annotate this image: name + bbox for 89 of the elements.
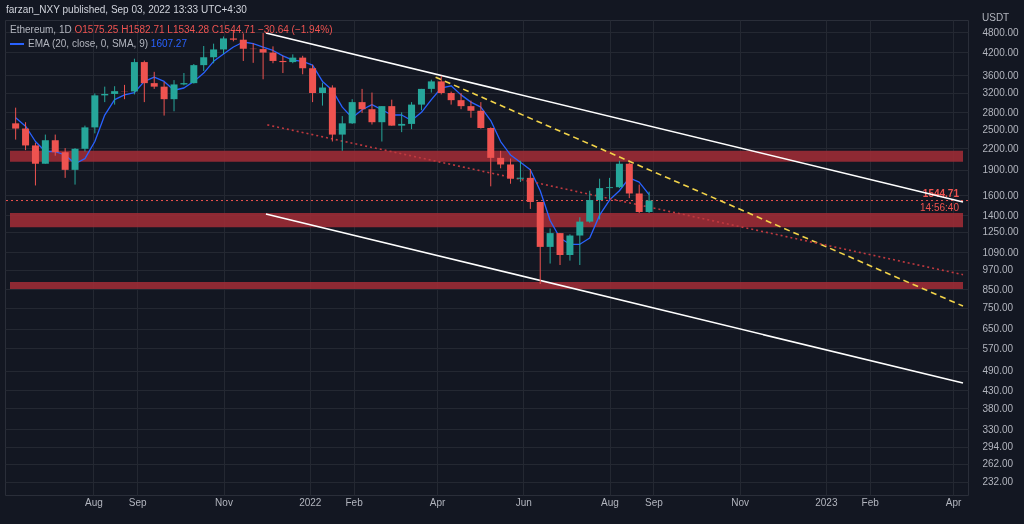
candlestick xyxy=(140,60,148,103)
x-tick-label: Aug xyxy=(601,496,619,508)
y-tick-label: 430.00 xyxy=(982,384,1014,396)
candlestick xyxy=(408,101,416,130)
candlestick xyxy=(318,82,326,107)
x-tick-label: 2023 xyxy=(815,496,838,508)
candlestick xyxy=(269,45,277,64)
x-tick-label: Nov xyxy=(731,496,749,508)
annotation: 1607.27 xyxy=(150,38,187,49)
candlestick xyxy=(160,81,168,117)
candlestick xyxy=(398,111,406,133)
y-tick-label: 750.00 xyxy=(982,302,1014,314)
x-tick-label: Feb xyxy=(861,496,880,508)
candlestick xyxy=(338,115,346,152)
candlestick xyxy=(378,105,386,143)
candlestick xyxy=(81,125,89,153)
candlestick xyxy=(348,98,356,125)
y-tick-label: 262.00 xyxy=(982,458,1014,470)
candlestick xyxy=(606,177,614,200)
candlestick xyxy=(596,178,604,220)
x-tick-label: Jun xyxy=(515,496,532,508)
candlestick xyxy=(111,85,119,106)
candlestick xyxy=(645,191,653,214)
candlestick xyxy=(388,99,396,127)
candlestick xyxy=(477,101,485,130)
y-tick-label: 3200.00 xyxy=(982,87,1020,99)
candlestick xyxy=(31,142,39,186)
candlestick xyxy=(635,184,643,214)
y-tick-label: 2500.00 xyxy=(982,123,1020,135)
candlestick xyxy=(437,75,445,95)
y-tick-label: 330.00 xyxy=(982,423,1014,435)
x-tick-label: Feb xyxy=(345,496,364,508)
x-tick-label: Sep xyxy=(128,496,148,508)
y-tick-label: 1400.00 xyxy=(982,209,1020,221)
y-tick-label: 1600.00 xyxy=(982,189,1020,201)
candlestick xyxy=(556,232,564,266)
candlestick xyxy=(368,92,376,125)
candlestick xyxy=(358,88,366,114)
chart-subtitle: Ethereum, 1D xyxy=(10,24,72,35)
x-tick-label: Apr xyxy=(429,496,446,508)
y-tick-label: 490.00 xyxy=(982,365,1014,377)
y-tick-label: 1250.00 xyxy=(982,226,1020,238)
candlestick xyxy=(190,63,198,85)
x-tick-label: Sep xyxy=(644,496,664,508)
candlestick xyxy=(61,147,69,179)
y-tick-label: 570.00 xyxy=(982,342,1014,354)
candlestick xyxy=(615,160,623,189)
y-tick-label: 1090.00 xyxy=(982,246,1020,258)
y-tick-label: 232.00 xyxy=(982,476,1014,488)
chart-title: farzan_NXY published, Sep 03, 2022 13:33 UTC+4:30 xyxy=(6,4,247,15)
candlestick xyxy=(239,32,247,62)
candlestick xyxy=(566,233,574,262)
y-tick-label: 650.00 xyxy=(982,323,1014,335)
ref-line-label: 1544.71 xyxy=(922,187,960,199)
y-tick-label: 4800.00 xyxy=(982,26,1020,38)
y-tick-label: 850.00 xyxy=(982,283,1014,295)
y-tick-label: 2800.00 xyxy=(982,106,1020,118)
x-tick-label: Aug xyxy=(85,496,103,508)
candlestick xyxy=(210,43,218,64)
x-tick-label: Nov xyxy=(215,496,233,508)
x-tick-label: 2022 xyxy=(299,496,322,508)
candlestick xyxy=(22,121,30,151)
text: USDT xyxy=(982,12,1010,23)
y-tick-label: 4200.00 xyxy=(982,46,1020,58)
candlestick xyxy=(546,227,554,265)
y-tick-label: 3600.00 xyxy=(982,69,1020,81)
candlestick xyxy=(200,45,208,72)
candlestick xyxy=(259,32,267,80)
candlestick xyxy=(516,160,524,183)
y-tick-label: 2200.00 xyxy=(982,142,1020,154)
candlestick xyxy=(507,158,515,185)
y-tick-label: 380.00 xyxy=(982,402,1014,414)
candlestick xyxy=(71,147,79,186)
legend-label: EMA (20, close, 0, SMA, 9) xyxy=(28,38,150,49)
y-tick-label: 294.00 xyxy=(982,441,1014,453)
candlestick xyxy=(51,134,59,157)
candlestick xyxy=(299,55,307,75)
candlestick xyxy=(170,79,178,112)
candlestick xyxy=(576,216,584,266)
candlestick xyxy=(467,100,475,119)
candlestick xyxy=(586,190,594,224)
x-tick-label: Apr xyxy=(945,496,963,508)
candlestick xyxy=(41,134,49,165)
y-tick-label: 1900.00 xyxy=(982,164,1020,176)
candlestick xyxy=(457,92,465,110)
annotation: O1575.25 H1582.71 L1534.28 C1544.71 −30.64 (−1.94%) xyxy=(74,24,333,35)
candlestick xyxy=(12,107,20,141)
annotation: 14:56:40 xyxy=(920,201,960,213)
y-tick-label: 970.00 xyxy=(982,264,1014,276)
